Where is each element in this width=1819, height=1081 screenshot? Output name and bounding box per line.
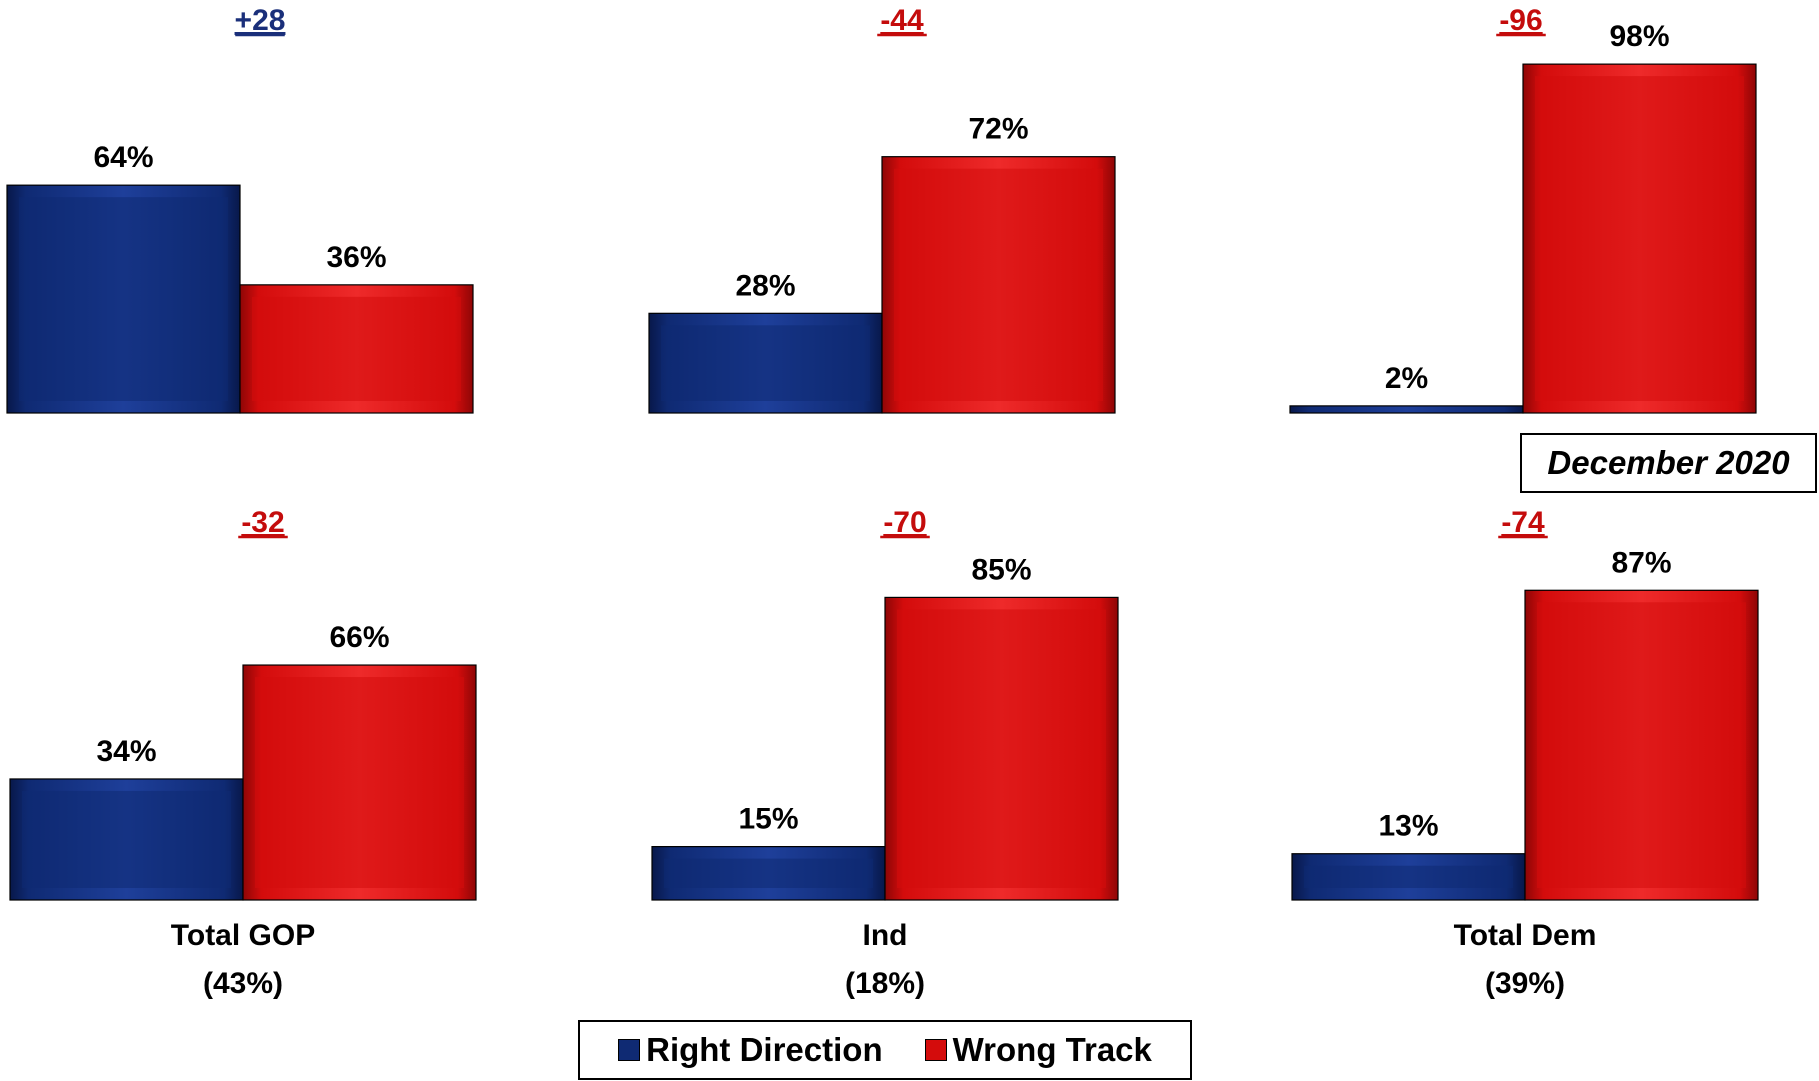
bar-bevel-right-direction <box>19 197 228 401</box>
group-label-line-1: Total GOP <box>171 919 315 952</box>
value-label-wrong-track: 85% <box>971 553 1031 586</box>
value-label-wrong-track: 72% <box>968 113 1028 146</box>
bar-bevel-wrong-track <box>1535 76 1744 402</box>
value-label-right-direction: 15% <box>738 803 798 836</box>
value-label-right-direction: 34% <box>96 735 156 768</box>
value-label-right-direction: 2% <box>1385 362 1428 395</box>
bar-bevel-wrong-track <box>252 296 461 401</box>
group-label-line-2: (43%) <box>203 967 283 1000</box>
value-label-wrong-track: 66% <box>329 621 389 654</box>
bar-bevel-wrong-track <box>894 168 1103 401</box>
value-label-right-direction: 64% <box>93 141 153 174</box>
bar-group-3: 2% 98% -96 <box>1289 4 1757 414</box>
margin-label: -44 <box>880 4 924 37</box>
value-label-right-direction: 13% <box>1378 810 1438 843</box>
margin-label: +28 <box>235 4 286 37</box>
value-label-wrong-track: 36% <box>326 241 386 274</box>
bar-bevel-right-direction <box>22 790 231 888</box>
legend-label-wrong-track: Wrong Track <box>952 1031 1152 1068</box>
group-label-line-1: Total Dem <box>1454 919 1597 952</box>
legend-label-right-direction: Right Direction <box>646 1031 883 1068</box>
date-label-box: December 2020 <box>1520 433 1817 493</box>
group-label-line-2: (18%) <box>845 967 925 1000</box>
date-label: December 2020 <box>1547 444 1790 481</box>
bar-bevel-right-direction <box>1304 865 1513 888</box>
bar-group-4: 34% 66% -32 Total GOP (43%) <box>9 506 477 1000</box>
legend-item-wrong-track: Wrong Track <box>924 1031 1152 1069</box>
value-label-wrong-track: 87% <box>1611 546 1671 579</box>
bar-group-1: 64% 36% +28 <box>6 4 474 414</box>
margin-label: -74 <box>1501 506 1545 539</box>
legend-swatch-wrong-track <box>924 1039 947 1061</box>
legend-item-right-direction: Right Direction <box>618 1031 883 1069</box>
legend: Right Direction Wrong Track <box>578 1020 1192 1080</box>
bar-bevel-right-direction <box>661 325 870 401</box>
bar-bevel-right-direction <box>664 858 873 888</box>
group-label-line-2: (39%) <box>1485 967 1565 1000</box>
bar-group-5: 15% 85% -70 Ind (18%) <box>651 506 1119 1000</box>
value-label-wrong-track: 98% <box>1609 20 1669 53</box>
bar-bevel-wrong-track <box>897 609 1106 888</box>
value-label-right-direction: 28% <box>735 269 795 302</box>
bar-group-6: 13% 87% -74 Total Dem (39%) <box>1291 506 1759 1000</box>
bar-bevel-wrong-track <box>255 677 464 888</box>
group-label-line-1: Ind <box>863 919 908 952</box>
bar-group-2: 28% 72% -44 <box>648 4 1116 414</box>
bar-bevel-wrong-track <box>1537 602 1746 888</box>
bar-right-direction <box>1289 405 1524 414</box>
margin-label: -96 <box>1499 4 1542 37</box>
margin-label: -70 <box>883 506 926 539</box>
legend-swatch-right-direction <box>618 1039 641 1061</box>
margin-label: -32 <box>241 506 284 539</box>
